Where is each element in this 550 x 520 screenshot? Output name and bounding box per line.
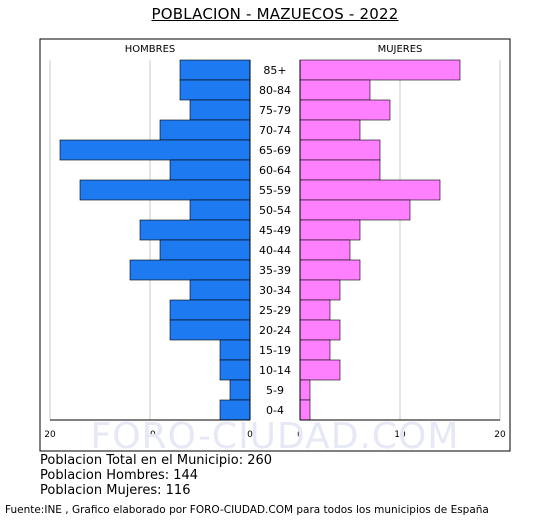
bar-female-55-59 <box>299 179 441 201</box>
age-label-20-24: 20-24 <box>259 324 291 337</box>
age-label-60-64: 60-64 <box>259 164 291 177</box>
bar-male-55-59 <box>79 179 251 201</box>
bar-male-0-4 <box>219 399 251 421</box>
bar-male-20-24 <box>169 319 251 341</box>
labels-layer: 20 20 10 10 0 0 85+ 80-84 75-79 70-74 65-69 60-64 55… <box>44 64 506 440</box>
bar-male-45-49 <box>139 219 251 241</box>
age-label-0-4: 0-4 <box>266 404 284 417</box>
bar-male-75-79 <box>189 99 251 121</box>
bar-female-10-14 <box>299 359 341 381</box>
bar-male-10-14 <box>219 359 251 381</box>
age-label-30-34: 30-34 <box>259 284 291 297</box>
chart-frame <box>39 38 511 452</box>
footer-source: Fuente:INE , Grafico elaborado por FORO-… <box>5 504 489 516</box>
bar-male-65-69 <box>59 139 251 161</box>
bar-female-45-49 <box>299 219 361 241</box>
bar-male-50-54 <box>189 199 251 221</box>
bar-male-35-39 <box>129 259 251 281</box>
bar-male-15-19 <box>219 339 251 361</box>
bar-male-30-34 <box>189 279 251 301</box>
bar-female-85+ <box>299 59 461 81</box>
bar-female-5-9 <box>299 379 311 401</box>
bar-male-5-9 <box>229 379 251 401</box>
bar-female-35-39 <box>299 259 361 281</box>
bar-female-75-79 <box>299 99 391 121</box>
stat-total: Poblacion Total en el Municipio: 260 <box>40 453 273 468</box>
stat-mujeres: Poblacion Mujeres: 116 <box>40 483 191 498</box>
age-label-80-84: 80-84 <box>259 84 291 97</box>
age-label-75-79: 75-79 <box>259 104 291 117</box>
right-header: MUJERES <box>378 44 423 55</box>
age-label-50-54: 50-54 <box>259 204 291 217</box>
tick-label-male-20: 20 <box>44 430 56 440</box>
bars-layer <box>50 59 500 421</box>
tick-label-female-0: 0 <box>297 430 303 440</box>
bar-female-0-4 <box>299 399 311 421</box>
age-label-65-69: 65-69 <box>259 144 291 157</box>
age-label-5-9: 5-9 <box>266 384 284 397</box>
tick-label-female-10: 10 <box>394 430 406 440</box>
bar-female-80-84 <box>299 79 371 101</box>
bar-female-20-24 <box>299 319 341 341</box>
age-label-10-14: 10-14 <box>259 364 291 377</box>
bar-male-80-84 <box>179 79 251 101</box>
bar-female-25-29 <box>299 299 331 321</box>
age-label-25-29: 25-29 <box>259 304 291 317</box>
bar-female-65-69 <box>299 139 381 161</box>
bar-male-85+ <box>179 59 251 81</box>
age-label-70-74: 70-74 <box>259 124 291 137</box>
bar-male-40-44 <box>159 239 251 261</box>
tick-label-male-10: 10 <box>144 430 156 440</box>
age-label-55-59: 55-59 <box>259 184 291 197</box>
bar-female-50-54 <box>299 199 411 221</box>
bar-female-30-34 <box>299 279 341 301</box>
tick-label-male-0: 0 <box>247 430 253 440</box>
tick-label-female-20: 20 <box>494 430 506 440</box>
age-label-40-44: 40-44 <box>259 244 291 257</box>
bar-female-40-44 <box>299 239 351 261</box>
bar-male-25-29 <box>169 299 251 321</box>
bar-female-15-19 <box>299 339 331 361</box>
age-label-45-49: 45-49 <box>259 224 291 237</box>
age-label-15-19: 15-19 <box>259 344 291 357</box>
bar-male-70-74 <box>159 119 251 141</box>
bar-female-70-74 <box>299 119 361 141</box>
left-header: HOMBRES <box>125 44 176 55</box>
age-label-85+: 85+ <box>263 64 286 77</box>
bar-female-60-64 <box>299 159 381 181</box>
stat-hombres: Poblacion Hombres: 144 <box>40 468 199 483</box>
page-title: POBLACION - MAZUECOS - 2022 <box>151 5 399 23</box>
age-label-35-39: 35-39 <box>259 264 291 277</box>
bar-male-60-64 <box>169 159 251 181</box>
